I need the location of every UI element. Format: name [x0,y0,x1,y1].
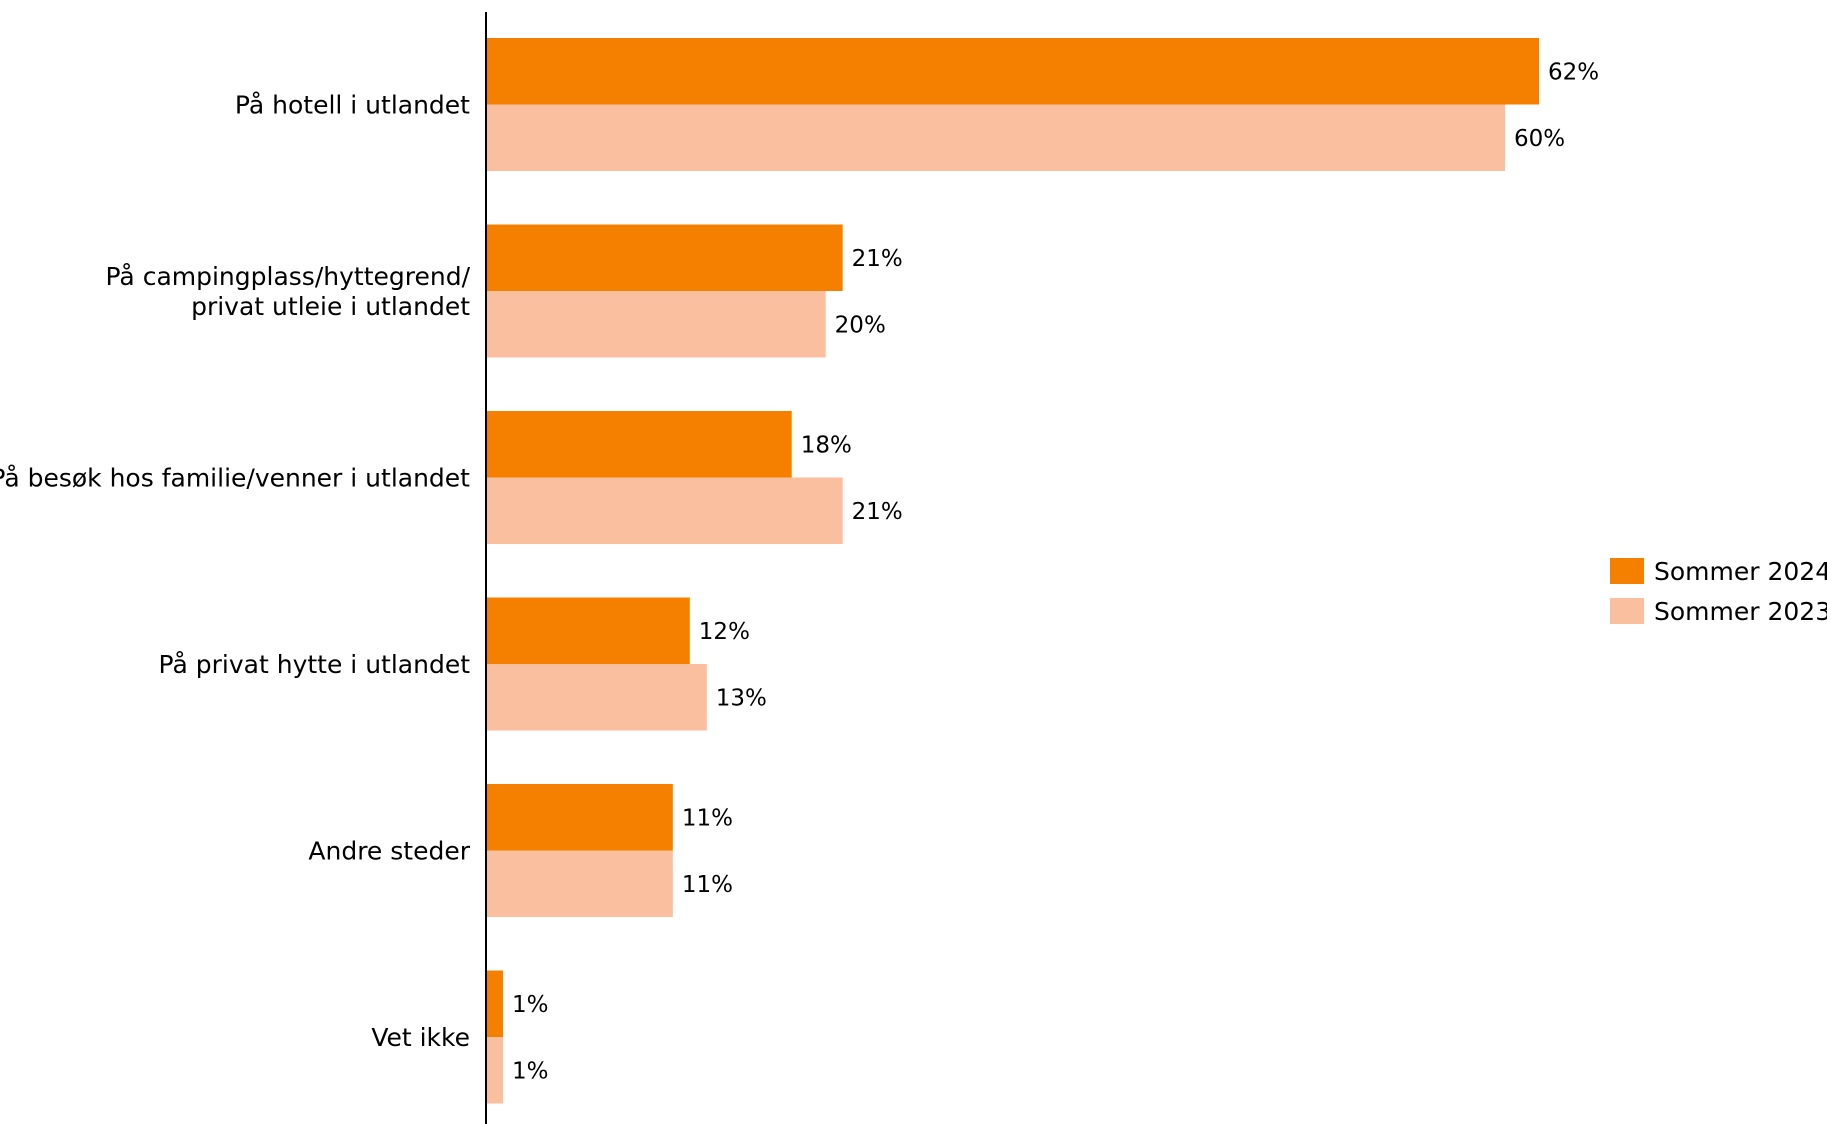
value-label-sommer-2023-5: 1% [512,1058,549,1084]
bar-sommer-2024-0 [486,38,1539,105]
value-label-sommer-2024-3: 12% [699,619,750,645]
value-label-sommer-2024-4: 11% [682,805,733,831]
value-label-sommer-2024-0: 62% [1548,59,1599,85]
category-labels-group: På hotell i utlandet På campingplass/hytt… [0,91,471,1053]
bar-sommer-2024-2 [486,411,792,478]
value-label-sommer-2024-1: 21% [852,246,903,272]
category-label: Vet ikke [371,1023,470,1052]
value-labels-group: 62% 60% 21% 20% 18% 21% 12% 13% 11% 11% 1% 1% [512,59,1599,1084]
value-label-sommer-2023-0: 60% [1514,126,1565,152]
legend-swatch-sommer-2024 [1610,558,1644,584]
bar-sommer-2024-1 [486,224,843,291]
category-label: På privat hytte i utlandet [159,650,471,679]
value-label-sommer-2024-5: 1% [512,992,549,1018]
value-label-sommer-2023-1: 20% [835,312,886,338]
category-label: På hotell i utlandet [235,91,470,120]
value-label-sommer-2024-2: 18% [801,432,852,458]
category-label: På besøk hos familie/venner i utlandet [0,464,470,493]
bar-sommer-2024-4 [486,784,673,851]
bars-group [486,38,1539,1104]
legend-label-sommer-2024: Sommer 2024 [1654,557,1827,586]
value-label-sommer-2023-4: 11% [682,872,733,898]
bar-sommer-2023-2 [486,477,843,544]
category-label: Andre steder [308,837,470,866]
value-label-sommer-2023-2: 21% [852,499,903,525]
value-label-sommer-2023-3: 13% [716,685,767,711]
legend: Sommer 2024 Sommer 2023 [1610,557,1827,626]
bar-sommer-2024-3 [486,597,690,664]
bar-sommer-2023-0 [486,104,1506,171]
bar-sommer-2023-3 [486,664,707,731]
legend-swatch-sommer-2023 [1610,598,1644,624]
bar-sommer-2023-5 [486,1037,503,1104]
category-label: privat utleie i utlandet [191,292,470,321]
legend-label-sommer-2023: Sommer 2023 [1654,597,1827,626]
bar-sommer-2023-1 [486,291,826,358]
bar-sommer-2024-5 [486,970,503,1037]
bar-sommer-2023-4 [486,850,673,917]
category-label: På campingplass/hyttegrend/ [105,262,470,291]
